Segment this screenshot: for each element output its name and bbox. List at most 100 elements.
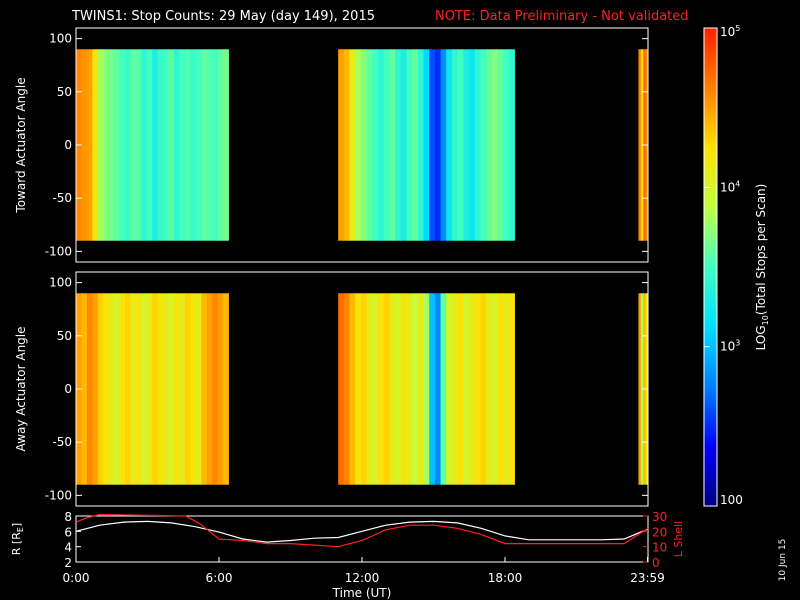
away-heatmap-column [97,293,104,485]
time-tick-label: 18:00 [488,571,523,585]
away-heatmap-column [463,293,470,485]
toward-heatmap-column [163,49,170,241]
toward-y-tick-label: 50 [57,85,72,99]
toward-heatmap-column [400,49,407,241]
toward-heatmap-column [157,49,164,241]
away-heatmap-column [217,293,224,485]
toward-heatmap-column [486,49,493,241]
toward-heatmap-column [434,49,441,241]
away-heatmap-column [179,293,186,485]
away-heatmap-column [451,293,459,485]
away-heatmap-column [491,293,498,485]
away-heatmap-column [638,293,642,485]
toward-y-tick-label: -100 [45,244,72,258]
toward-heatmap-column [457,49,464,241]
toward-heatmap-column [423,49,430,241]
away-heatmap-column [400,293,407,485]
away-heatmap-column [360,293,368,485]
time-tick-label: 12:00 [345,571,380,585]
date-stamp: 10 Jun 15 [778,539,788,582]
toward-heatmap-column [141,49,148,241]
toward-heatmap-column [86,49,93,241]
away-heatmap-column [338,293,345,485]
away-heatmap-column [349,293,356,485]
away-heatmap-column [412,293,419,485]
toward-heatmap-column [503,49,510,241]
away-heatmap-column [152,293,159,485]
away-heatmap-column [157,293,164,485]
away-heatmap-column [223,293,229,485]
toward-heatmap-column [103,49,110,241]
toward-heatmap-column [130,49,137,241]
away-heatmap-column [474,293,481,485]
r-tick-label: 8 [64,510,72,524]
away-heatmap-column [174,293,180,485]
away-heatmap-cells [76,293,649,485]
orbit-lines [75,513,649,548]
toward-y-tick-label: 100 [49,32,72,46]
time-tick-label: 6:00 [206,571,233,585]
away-heatmap-column [212,293,219,485]
toward-heatmap-column [417,49,424,241]
away-heatmap-column [355,293,362,485]
away-panel: 100 50 0 -50 -100 Away Actuator Angle [14,271,649,507]
away-heatmap-column [486,293,493,485]
time-axis-label: Time (UT) [332,586,392,600]
toward-heatmap-column [383,49,390,241]
colorbar-gradient [703,27,718,507]
toward-heatmap-column [146,49,153,241]
toward-heatmap-column [360,49,368,241]
away-y-ticks: 100 50 0 -50 -100 [45,276,648,502]
toward-heatmap-column [429,49,436,241]
away-heatmap-column [125,293,131,485]
toward-heatmap-column [349,49,356,241]
away-heatmap-column [119,293,126,485]
toward-heatmap-cells [76,49,649,241]
toward-heatmap-column [152,49,159,241]
toward-heatmap-column [184,49,191,241]
toward-heatmap-column [206,49,213,241]
away-y-tick-label: -50 [52,435,72,449]
toward-heatmap-column [497,49,504,241]
away-heatmap-column [417,293,424,485]
toward-heatmap-column [195,49,202,241]
lshell-tick-label: 10 [652,541,667,555]
toward-y-tick-label: 0 [64,138,72,152]
toward-heatmap-column [440,49,447,241]
away-heatmap-column [103,293,110,485]
toward-heatmap-column [125,49,131,241]
toward-heatmap-column [508,49,515,241]
r-line [75,520,649,543]
away-heatmap-column [469,293,476,485]
toward-heatmap-column [463,49,470,241]
away-heatmap-column [92,293,99,485]
toward-heatmap-column [174,49,180,241]
toward-heatmap-column [412,49,419,241]
away-heatmap-column [184,293,191,485]
toward-heatmap-column [223,49,229,241]
toward-heatmap-column [491,49,498,241]
toward-heatmap-column [114,49,120,241]
away-heatmap-column [195,293,202,485]
away-heatmap-column [423,293,430,485]
away-heatmap-column [457,293,464,485]
lshell-tick-label: 0 [652,556,660,570]
toward-heatmap-column [168,49,175,241]
away-heatmap-column [108,293,115,485]
r-axis-ticks: 86 42 [64,510,81,570]
away-heatmap-column [168,293,175,485]
toward-heatmap-column [372,49,379,241]
toward-heatmap-column [638,49,642,241]
toward-y-axis-label: Toward Actuator Angle [14,77,28,213]
r-axis-label: R [RE] [10,523,25,555]
away-heatmap-column [135,293,142,485]
toward-heatmap-column [366,49,373,241]
toward-heatmap-column [474,49,481,241]
away-heatmap-column [440,293,447,485]
away-heatmap-column [508,293,515,485]
toward-heatmap-column [389,49,396,241]
away-heatmap-column [383,293,390,485]
away-heatmap-column [395,293,402,485]
